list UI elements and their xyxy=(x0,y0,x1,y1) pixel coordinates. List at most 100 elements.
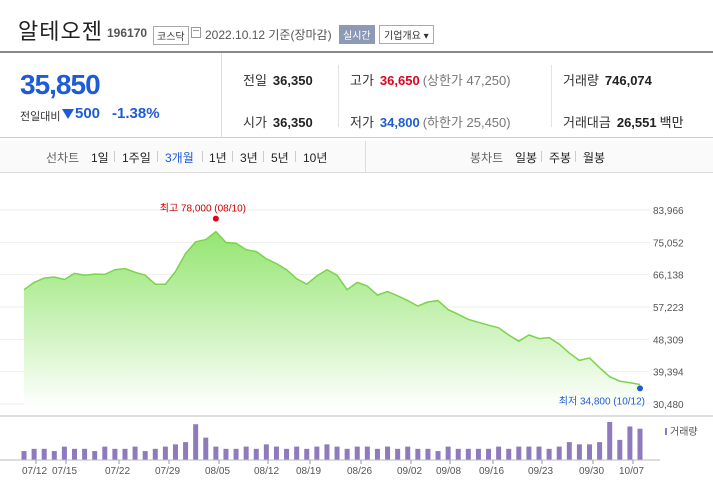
tab-separator xyxy=(157,151,158,162)
amount-value: 26,551 xyxy=(616,115,657,130)
price-chart[interactable]: 83,966 75,052 66,138 57,223 48,309 39,394 30,4… xyxy=(0,176,713,482)
y-tick-label: 30,480 xyxy=(653,400,684,411)
tab-monthly[interactable]: 월봉 xyxy=(583,151,606,165)
volume-bar xyxy=(425,448,431,460)
volume-bar xyxy=(445,446,451,460)
x-tick-label: 09/02 xyxy=(397,466,422,477)
stock-name: 알테오젠 xyxy=(18,19,103,44)
volume-bar xyxy=(556,446,562,460)
volume-bar xyxy=(314,446,320,460)
volume-bar xyxy=(395,448,401,460)
volume-bar xyxy=(546,448,552,460)
volume-bar xyxy=(273,446,279,460)
volume-bar xyxy=(344,448,350,460)
tab-weekly[interactable]: 주봉 xyxy=(549,151,572,165)
change-amount: 500 xyxy=(75,105,101,122)
volume-bar xyxy=(41,448,47,460)
open-cell: 시가 36,350 xyxy=(243,112,313,131)
volume-bar xyxy=(475,448,481,460)
tab-separator xyxy=(295,151,296,162)
price-area xyxy=(24,231,640,408)
tab-1d[interactable]: 1일 xyxy=(91,151,109,165)
y-tick-label: 75,052 xyxy=(653,238,684,249)
volume-bar xyxy=(92,451,98,460)
price-line xyxy=(23,230,641,386)
x-tick-label: 09/23 xyxy=(528,466,553,477)
volume-bar xyxy=(486,448,492,460)
company-info-dropdown[interactable]: 기업개요 ▾ xyxy=(379,25,434,44)
volume-bar xyxy=(637,428,643,460)
volume-legend-icon xyxy=(665,428,667,435)
volume-bar xyxy=(71,448,77,460)
upper-limit: (상한가 47,250) xyxy=(422,73,511,88)
volume-bar xyxy=(597,442,603,460)
tab-3y[interactable]: 3년 xyxy=(240,151,258,165)
tab-3m[interactable]: 3개월 xyxy=(165,151,194,165)
volume-bar xyxy=(455,448,461,460)
x-tick-label: 07/29 xyxy=(155,466,180,477)
volume-bar xyxy=(526,446,532,460)
volume-bars xyxy=(21,422,643,460)
volume-bar xyxy=(233,448,239,460)
volume-bar xyxy=(405,446,411,460)
change-percent: -1.38% xyxy=(112,105,160,122)
high-annotation: 최고 78,000 (08/10) xyxy=(160,203,246,215)
low-label: 저가 xyxy=(350,115,374,130)
tab-separator xyxy=(541,151,542,162)
lower-limit: (하한가 25,450) xyxy=(422,115,511,130)
x-tick-label: 09/08 xyxy=(436,466,461,477)
volume-bar xyxy=(324,444,330,460)
x-tick-label: 07/15 xyxy=(52,466,77,477)
y-tick-label: 39,394 xyxy=(653,368,684,379)
volume-bar xyxy=(142,451,148,460)
high-label: 고가 xyxy=(350,73,374,88)
tab-1w[interactable]: 1주일 xyxy=(122,151,151,165)
prev-change-label: 전일대비 xyxy=(20,111,61,123)
tab-separator xyxy=(232,151,233,162)
volume-bar xyxy=(152,448,158,460)
x-tick-label: 07/22 xyxy=(105,466,130,477)
open-label: 시가 xyxy=(243,115,267,130)
x-tick-label: 10/07 xyxy=(619,466,644,477)
tab-10y[interactable]: 10년 xyxy=(303,151,328,165)
prev-close-value: 36,350 xyxy=(272,73,313,88)
volume-bar xyxy=(172,444,178,460)
volume-bar xyxy=(82,448,88,460)
down-arrow-icon xyxy=(62,109,74,119)
y-tick-label: 57,223 xyxy=(653,303,684,314)
volume-bar xyxy=(213,446,219,460)
candle-chart-label: 봉차트 xyxy=(470,151,504,165)
amount-label: 거래대금 xyxy=(563,115,611,130)
volume-bar xyxy=(304,448,310,460)
tab-daily[interactable]: 일봉 xyxy=(515,151,538,165)
amount-unit: 백만 xyxy=(659,115,684,130)
tab-separator xyxy=(202,151,203,162)
volume-bar xyxy=(566,442,572,460)
volume-bar xyxy=(102,446,108,460)
realtime-button[interactable]: 실시간 xyxy=(339,25,375,44)
divider xyxy=(551,65,552,127)
volume-bar xyxy=(193,424,199,460)
volume-bar xyxy=(334,446,340,460)
volume-bar xyxy=(435,451,441,460)
amount-cell: 거래대금 26,551 백만 xyxy=(563,112,684,131)
price-summary: 35,850 전일대비 500 -1.38% 전일 36,350 시가 36,350… xyxy=(0,51,713,138)
x-tick-label: 08/12 xyxy=(254,466,279,477)
high-cell: 고가 36,650 (상한가 47,250) xyxy=(350,70,511,89)
volume-bar xyxy=(51,451,57,460)
chart-period-tabs: 선차트 1일 1주일 3개월 1년 3년 5년 10년 봉차트 일봉 주봉 월봉 xyxy=(0,141,713,173)
volume-value: 746,074 xyxy=(604,73,652,88)
x-axis-labels: 07/12 07/15 07/22 07/29 08/05 08/12 08/19 08/26… xyxy=(22,460,644,477)
volume-bar xyxy=(506,448,512,460)
volume-bar xyxy=(617,439,623,460)
tab-separator xyxy=(114,151,115,162)
volume-bar xyxy=(415,448,421,460)
tab-separator xyxy=(575,151,576,162)
y-tick-label: 83,966 xyxy=(653,206,684,217)
tab-1y[interactable]: 1년 xyxy=(209,151,227,165)
volume-label: 거래량 xyxy=(563,73,599,88)
tab-5y[interactable]: 5년 xyxy=(271,151,289,165)
volume-bar xyxy=(31,448,37,460)
open-value: 36,350 xyxy=(272,115,313,130)
low-cell: 저가 34,800 (하한가 25,450) xyxy=(350,112,511,131)
